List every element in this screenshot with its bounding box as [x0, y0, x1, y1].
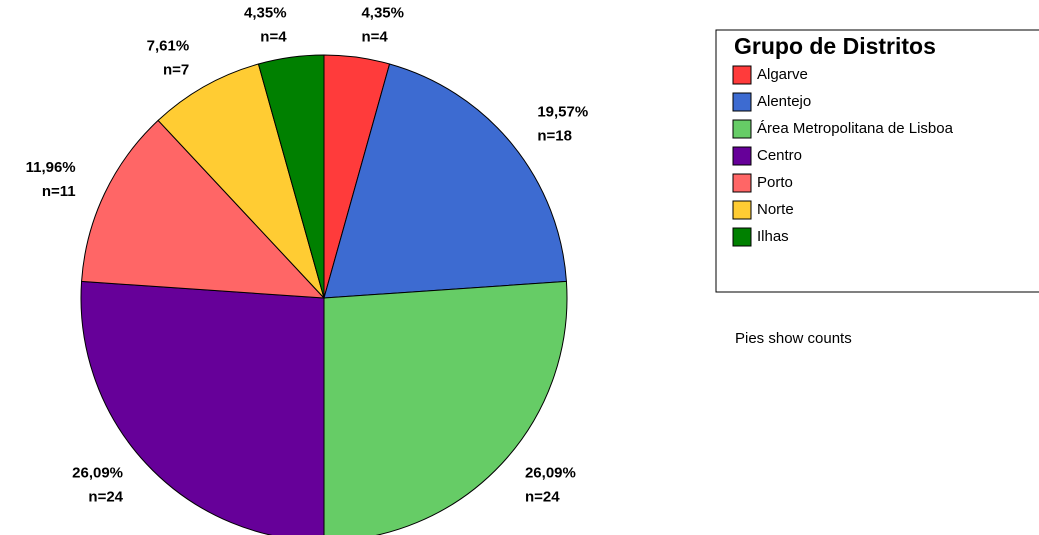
- pie-slice: [323, 280, 568, 535]
- percent-label: 4,35%: [244, 5, 287, 22]
- legend-box: [715, 29, 1039, 293]
- legend-swatch: [732, 119, 752, 139]
- pie-slice: [157, 63, 325, 299]
- legend-swatch: [732, 92, 752, 112]
- legend-label: Alentejo: [757, 93, 811, 110]
- data-label: n=4: [361, 29, 388, 46]
- data-label: n=24: [525, 489, 560, 506]
- legend-swatch: [732, 173, 752, 193]
- percent-label: 26,09%: [525, 465, 576, 482]
- legend-label: Ilhas: [757, 228, 789, 245]
- legend-label: Área Metropolitana de Lisboa: [757, 120, 954, 137]
- pie-slice: [80, 280, 325, 535]
- legend-label: Norte: [757, 201, 794, 218]
- percent-label: 11,96%: [26, 159, 76, 176]
- data-label: n=24: [88, 489, 123, 506]
- pie-slice: [257, 54, 325, 299]
- legend-swatch: [732, 65, 752, 85]
- legend-label: Porto: [757, 174, 793, 191]
- percent-label: 26,09%: [72, 465, 123, 482]
- note: Pies show counts: [735, 330, 852, 347]
- legend-swatch: [732, 146, 752, 166]
- legend-swatch: [732, 227, 752, 247]
- pie-slice: [81, 119, 326, 299]
- legend-label: Centro: [757, 147, 802, 164]
- data-label: n=7: [163, 61, 189, 78]
- percent-label: 7,61%: [147, 37, 190, 54]
- data-label: n=18: [537, 127, 572, 144]
- legend-swatch: [732, 200, 752, 220]
- percent-label: 19,57%: [537, 103, 588, 120]
- percent-label: 4,35%: [361, 5, 404, 22]
- legend-title: Grupo de Distritos: [734, 33, 936, 59]
- data-label: n=4: [260, 29, 287, 46]
- legend-label: Algarve: [757, 66, 808, 83]
- pie-slice: [323, 63, 567, 299]
- data-label: n=11: [42, 183, 76, 200]
